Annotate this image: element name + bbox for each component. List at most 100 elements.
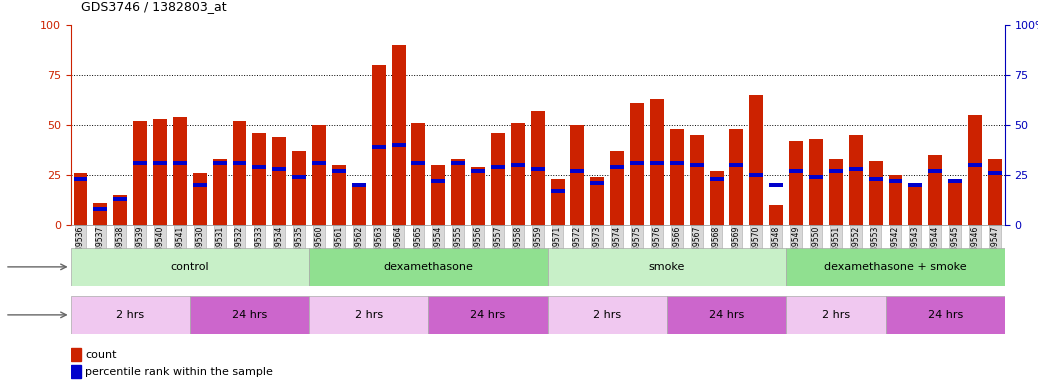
Bar bbox=[889, 175, 902, 225]
Bar bbox=[786, 248, 1005, 286]
Bar bbox=[849, 167, 863, 171]
Bar bbox=[71, 348, 81, 361]
Bar bbox=[789, 141, 803, 225]
Bar bbox=[548, 296, 666, 334]
Bar bbox=[193, 173, 207, 225]
Bar bbox=[113, 195, 128, 225]
Bar bbox=[610, 165, 624, 169]
Bar bbox=[293, 151, 306, 225]
Bar bbox=[809, 139, 823, 225]
Bar bbox=[928, 155, 943, 225]
Bar bbox=[352, 183, 365, 187]
Bar bbox=[309, 296, 429, 334]
Bar bbox=[548, 248, 786, 286]
Bar bbox=[312, 125, 326, 225]
Bar bbox=[452, 159, 465, 225]
Bar bbox=[511, 163, 525, 167]
Bar bbox=[153, 161, 167, 165]
Bar bbox=[849, 135, 863, 225]
Bar bbox=[650, 161, 664, 165]
Bar bbox=[372, 65, 386, 225]
Bar bbox=[809, 175, 823, 179]
Bar bbox=[988, 171, 1002, 175]
Bar bbox=[471, 169, 485, 173]
Bar bbox=[749, 173, 763, 177]
Bar bbox=[312, 161, 326, 165]
Bar bbox=[689, 163, 704, 167]
Bar bbox=[869, 161, 882, 225]
Bar bbox=[530, 111, 545, 225]
Text: percentile rank within the sample: percentile rank within the sample bbox=[85, 367, 273, 377]
Bar bbox=[332, 169, 346, 173]
Bar bbox=[571, 169, 584, 173]
Bar bbox=[928, 169, 943, 173]
Bar bbox=[411, 123, 426, 225]
Text: 24 hrs: 24 hrs bbox=[470, 310, 506, 320]
Bar bbox=[710, 177, 723, 181]
Bar bbox=[908, 185, 923, 225]
Bar bbox=[749, 95, 763, 225]
Bar bbox=[968, 163, 982, 167]
Bar bbox=[710, 171, 723, 225]
Bar bbox=[730, 129, 743, 225]
Bar bbox=[71, 248, 309, 286]
Text: dexamethasone + smoke: dexamethasone + smoke bbox=[824, 262, 966, 272]
Bar bbox=[74, 173, 87, 225]
Bar bbox=[511, 123, 525, 225]
Bar bbox=[948, 181, 962, 225]
Text: dexamethasone: dexamethasone bbox=[383, 262, 473, 272]
Bar bbox=[491, 133, 504, 225]
Bar bbox=[829, 159, 843, 225]
Bar bbox=[789, 169, 803, 173]
Text: 2 hrs: 2 hrs bbox=[822, 310, 850, 320]
Bar bbox=[93, 203, 107, 225]
Text: control: control bbox=[170, 262, 209, 272]
Bar bbox=[432, 165, 445, 225]
Bar bbox=[689, 135, 704, 225]
Bar bbox=[670, 129, 684, 225]
Text: 2 hrs: 2 hrs bbox=[355, 310, 383, 320]
Bar bbox=[173, 161, 187, 165]
Bar bbox=[630, 103, 644, 225]
Bar bbox=[332, 165, 346, 225]
Bar bbox=[272, 167, 286, 171]
Bar bbox=[193, 183, 207, 187]
Bar bbox=[391, 45, 406, 225]
Bar bbox=[591, 177, 604, 225]
Bar bbox=[550, 189, 565, 193]
Bar bbox=[252, 165, 267, 169]
Bar bbox=[730, 163, 743, 167]
Bar bbox=[670, 161, 684, 165]
Bar bbox=[391, 143, 406, 147]
Bar bbox=[786, 296, 885, 334]
Bar bbox=[885, 296, 1005, 334]
Bar bbox=[429, 296, 548, 334]
Bar bbox=[272, 137, 286, 225]
Text: count: count bbox=[85, 349, 116, 359]
Bar bbox=[968, 115, 982, 225]
Bar bbox=[650, 99, 664, 225]
Bar bbox=[988, 159, 1002, 225]
Bar bbox=[869, 177, 882, 181]
Bar bbox=[550, 179, 565, 225]
Bar bbox=[190, 296, 309, 334]
Text: smoke: smoke bbox=[649, 262, 685, 272]
Bar bbox=[153, 119, 167, 225]
Bar bbox=[372, 145, 386, 149]
Bar bbox=[113, 197, 128, 201]
Bar bbox=[233, 161, 246, 165]
Bar bbox=[452, 161, 465, 165]
Bar bbox=[252, 133, 267, 225]
Bar bbox=[630, 161, 644, 165]
Bar bbox=[769, 205, 783, 225]
Bar bbox=[93, 207, 107, 211]
Bar bbox=[411, 161, 426, 165]
Bar bbox=[530, 167, 545, 171]
Bar bbox=[309, 248, 548, 286]
Bar bbox=[889, 179, 902, 183]
Bar bbox=[71, 296, 190, 334]
Bar bbox=[173, 117, 187, 225]
Text: GDS3746 / 1382803_at: GDS3746 / 1382803_at bbox=[81, 0, 226, 13]
Bar bbox=[233, 121, 246, 225]
Bar bbox=[610, 151, 624, 225]
